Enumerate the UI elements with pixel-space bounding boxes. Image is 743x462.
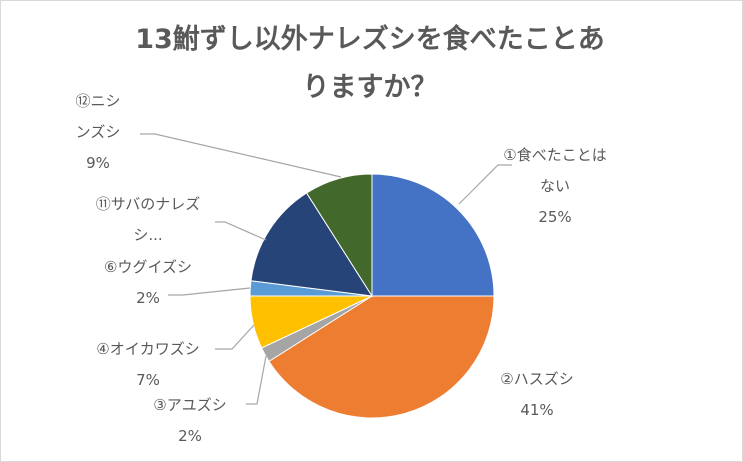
slice-data-label: ④オイカワズシ 7% xyxy=(96,340,199,389)
slice-value-label: 41% xyxy=(520,401,553,419)
leader-line xyxy=(215,324,255,350)
slice-data-label: ①食べたことはない 25% xyxy=(503,146,606,226)
slice-value-label: 2% xyxy=(136,289,160,307)
pie-slice xyxy=(371,173,495,297)
slice-category-label: シ... xyxy=(133,226,162,244)
slice-category-label: ①食べたことは xyxy=(503,146,606,164)
slice-category-label: ④オイカワズシ xyxy=(96,340,199,358)
slice-data-label: ③アユズシ 2% xyxy=(153,396,226,445)
slice-category-label: ③アユズシ xyxy=(153,396,226,414)
slice-category-label: ない xyxy=(540,177,570,195)
slice-category-label: ンズシ xyxy=(76,123,121,141)
slice-value-label: 25% xyxy=(538,208,571,226)
slice-data-label: ⑪サバのナレズシ... xyxy=(96,195,200,244)
leader-line xyxy=(246,355,267,405)
slice-category-label: ⑪サバのナレズ xyxy=(96,195,200,213)
slice-value-label: 9% xyxy=(86,154,110,172)
chart-title-line-2: りますか？ xyxy=(302,72,438,103)
slice-data-label: ⑫ニシンズシ 9% xyxy=(75,92,120,172)
leader-line xyxy=(140,133,342,178)
slice-category-label: ⑥ウグイズシ xyxy=(104,258,192,276)
slice-category-label: ⑫ニシ xyxy=(75,92,120,110)
leader-line xyxy=(168,287,251,296)
pie-slice xyxy=(268,295,495,419)
slice-data-label: ⑥ウグイズシ 2% xyxy=(104,258,192,307)
pie-slice xyxy=(305,173,373,298)
chart-title: 13鮒ずし以外ナレズシを食べたことあ りますか？ xyxy=(60,16,680,112)
leader-line xyxy=(215,221,267,241)
slice-value-label: 2% xyxy=(178,427,202,445)
pie-slice xyxy=(250,192,373,297)
slice-data-label: ②ハスズシ 41% xyxy=(500,370,573,419)
slice-value-label: 7% xyxy=(136,371,160,389)
slice-category-label: ②ハスズシ xyxy=(500,370,573,388)
chart-title-line-1: 13鮒ずし以外ナレズシを食べたことあ xyxy=(135,24,605,55)
leader-line xyxy=(458,164,512,205)
